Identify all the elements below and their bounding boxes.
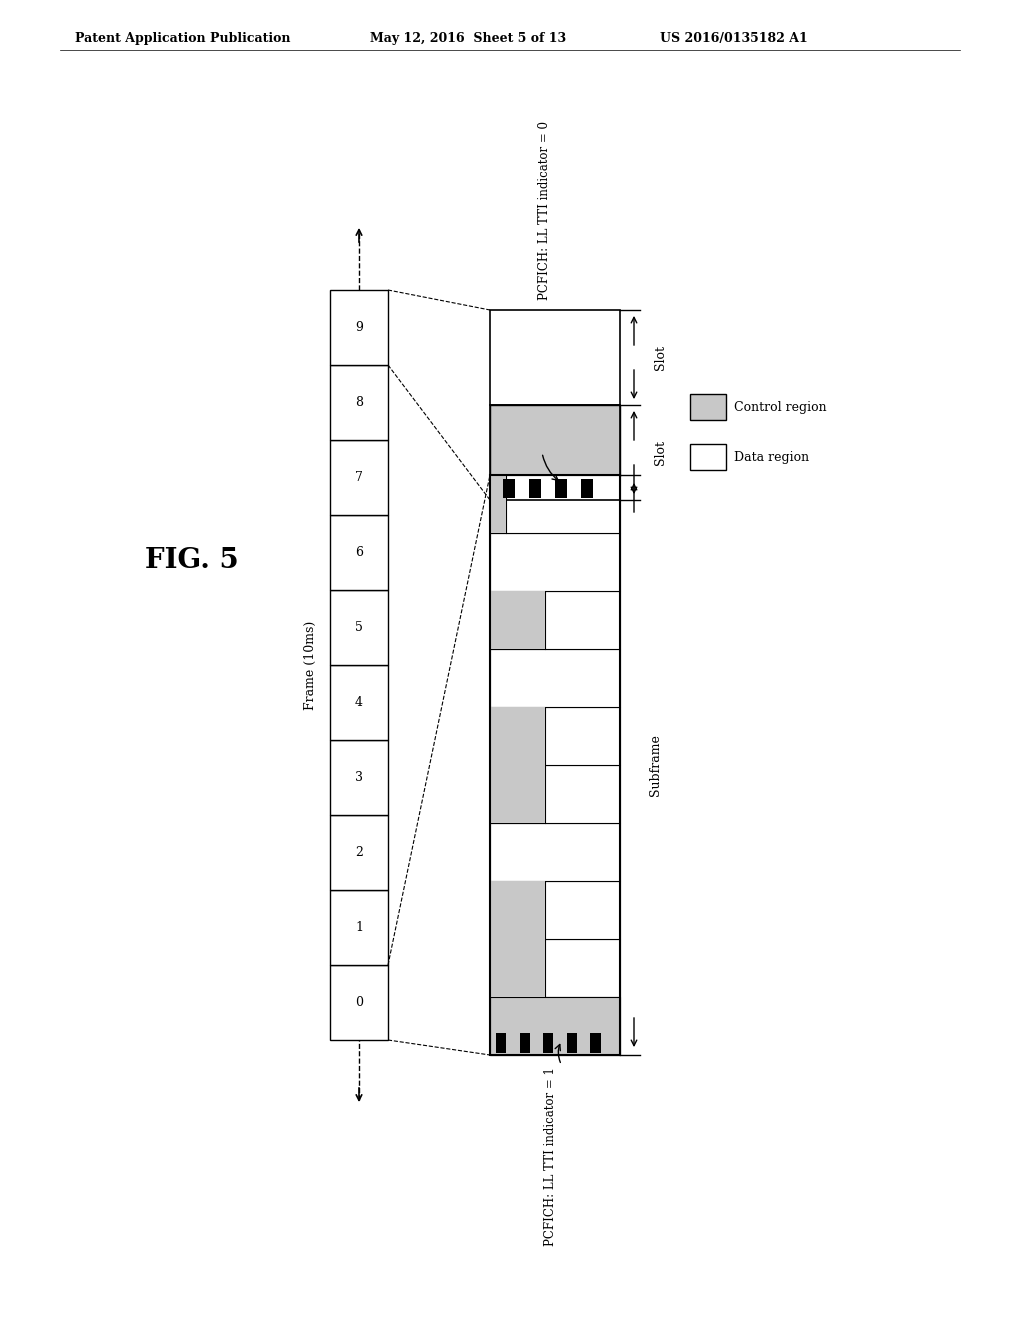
Bar	[330, 440, 388, 515]
Text: May 12, 2016  Sheet 5 of 13: May 12, 2016 Sheet 5 of 13	[370, 32, 566, 45]
Bar	[490, 649, 620, 708]
Bar	[490, 475, 506, 533]
Bar	[490, 475, 620, 533]
Bar	[330, 814, 388, 890]
Text: 3: 3	[355, 771, 362, 784]
Bar	[490, 939, 545, 997]
Bar	[490, 475, 620, 1055]
Bar	[330, 590, 388, 665]
Text: Slot: Slot	[654, 345, 667, 370]
Bar	[581, 479, 593, 498]
Bar	[330, 665, 388, 741]
Bar	[490, 533, 620, 591]
Text: 7: 7	[355, 471, 362, 484]
Bar	[330, 965, 388, 1040]
Bar	[490, 997, 620, 1055]
Text: US 2016/0135182 A1: US 2016/0135182 A1	[660, 32, 808, 45]
Bar	[330, 366, 388, 440]
Text: Data region: Data region	[734, 450, 809, 463]
Text: Frame (10ms): Frame (10ms)	[303, 620, 316, 710]
Bar	[490, 591, 545, 649]
Bar	[690, 444, 726, 470]
Text: Patent Application Publication: Patent Application Publication	[75, 32, 291, 45]
Text: FIG. 5: FIG. 5	[145, 546, 239, 573]
Bar	[490, 939, 620, 997]
Bar	[490, 766, 620, 822]
Bar	[519, 1032, 529, 1053]
Bar	[490, 708, 545, 766]
Bar	[330, 515, 388, 590]
Bar	[330, 290, 388, 366]
Bar	[690, 393, 726, 420]
Text: 9: 9	[355, 321, 362, 334]
Bar	[490, 997, 620, 1055]
Text: 0: 0	[355, 997, 362, 1008]
Bar	[496, 1032, 506, 1053]
Text: 5: 5	[355, 620, 362, 634]
Text: 8: 8	[355, 396, 362, 409]
Text: PCFICH: LL TTI indicator = 1: PCFICH: LL TTI indicator = 1	[544, 1067, 556, 1246]
Text: 2: 2	[355, 846, 362, 859]
Bar	[503, 479, 515, 498]
Text: 6: 6	[355, 546, 362, 558]
Bar	[567, 1032, 577, 1053]
Bar	[555, 479, 566, 498]
Bar	[330, 890, 388, 965]
Text: PCFICH: LL TTI indicator = 0: PCFICH: LL TTI indicator = 0	[539, 121, 552, 300]
Bar	[490, 310, 620, 405]
Text: 1: 1	[355, 921, 362, 935]
Text: 4: 4	[355, 696, 362, 709]
Bar	[330, 741, 388, 814]
Bar	[490, 766, 545, 822]
Bar	[529, 479, 541, 498]
Bar	[490, 880, 545, 939]
Bar	[490, 880, 620, 939]
Bar	[591, 1032, 600, 1053]
Bar	[543, 1032, 553, 1053]
Text: Slot: Slot	[654, 440, 667, 465]
Bar	[490, 708, 620, 766]
Bar	[490, 591, 620, 649]
Bar	[490, 405, 620, 477]
Text: Subframe: Subframe	[649, 734, 663, 796]
Bar	[490, 405, 620, 500]
Text: Control region: Control region	[734, 400, 826, 413]
Bar	[490, 822, 620, 880]
